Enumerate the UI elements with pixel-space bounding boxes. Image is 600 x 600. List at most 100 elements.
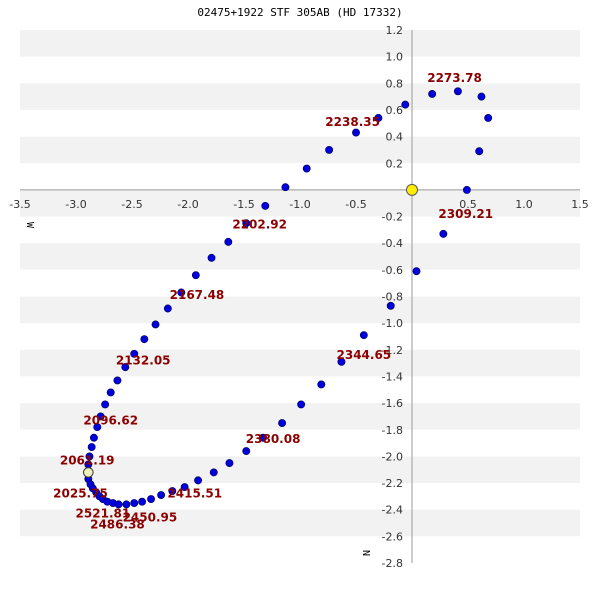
orbit-point xyxy=(209,468,218,477)
orbit-point xyxy=(194,476,203,485)
orbit-point xyxy=(261,201,270,210)
orbit-point xyxy=(475,147,484,156)
y-tick-label: 1.0 xyxy=(386,51,404,64)
orbit-point xyxy=(242,447,251,456)
orbit-points xyxy=(83,87,493,509)
grid-band xyxy=(20,376,580,404)
y-tick-label: 0.6 xyxy=(386,104,404,117)
orbit-point xyxy=(163,304,172,313)
orbit-point xyxy=(401,100,410,109)
y-tick-label: -0.4 xyxy=(382,237,403,250)
grid-band xyxy=(20,349,580,377)
grid-bands xyxy=(20,30,580,563)
orbit-point xyxy=(259,433,267,442)
epoch-label: 2238.35 xyxy=(325,115,380,129)
orbit-point xyxy=(89,433,98,442)
y-tick-label: 0.8 xyxy=(386,77,404,90)
y-tick-label: -2.2 xyxy=(382,477,403,490)
orbit-point xyxy=(462,185,471,194)
y-tick-labels: 1.2 1.0 0.8 0.6 0.4 0.2 -0.2 -0.4 -0.6 -0.8 -1.0 -1… xyxy=(382,24,403,570)
y-tick-label: -0.2 xyxy=(382,211,403,224)
grid-band xyxy=(20,83,580,110)
y-tick-label: -0.6 xyxy=(382,264,403,277)
orbit-point xyxy=(453,87,462,96)
x-tick-label: -0.5 xyxy=(345,198,366,211)
current-position-marker xyxy=(83,467,94,478)
orbit-point xyxy=(297,400,306,409)
grid-band xyxy=(20,456,580,484)
x-tick-label: -2.0 xyxy=(177,198,198,211)
grid-band xyxy=(20,163,580,190)
x-tick-label: -3.5 xyxy=(9,198,30,211)
grid-band xyxy=(20,30,580,57)
epoch-label: 2380.08 xyxy=(246,432,301,446)
x-tick-label: 0.5 xyxy=(459,198,477,211)
orbit-point xyxy=(130,499,139,507)
orbit-point xyxy=(87,443,96,452)
orbit-point xyxy=(122,500,131,509)
orbit-point xyxy=(147,495,155,503)
orbit-point xyxy=(352,128,360,137)
y-tick-label: -0.8 xyxy=(382,291,403,304)
y-tick-label: -1.0 xyxy=(382,317,403,330)
grid-band xyxy=(20,216,580,244)
orbit-point xyxy=(224,237,233,246)
orbit-point xyxy=(85,452,94,461)
orbit-point xyxy=(278,419,287,428)
orbit-point xyxy=(337,357,346,366)
x-axis-label: W xyxy=(24,222,35,229)
orbit-point xyxy=(151,320,160,329)
orbit-point xyxy=(101,400,110,409)
grid-band xyxy=(20,243,580,270)
y-tick-label: -1.2 xyxy=(382,344,403,357)
orbit-point xyxy=(412,267,421,276)
y-tick-label: 0.2 xyxy=(386,157,404,170)
orbit-point xyxy=(477,92,486,101)
epoch-label: 2096.62 xyxy=(83,413,138,427)
orbit-point xyxy=(317,380,326,389)
orbit-point xyxy=(325,145,334,154)
grid-band xyxy=(20,136,580,164)
orbit-point xyxy=(439,229,448,238)
orbit-point xyxy=(96,412,105,421)
grid-band xyxy=(20,269,580,297)
orbit-point xyxy=(281,183,290,192)
x-tick-label: 1.0 xyxy=(515,198,533,211)
y-tick-label: -2.0 xyxy=(382,450,403,463)
y-tick-label: -2.4 xyxy=(382,504,403,517)
epoch-label: 2450.95 xyxy=(123,511,178,525)
orbit-point xyxy=(242,219,251,228)
grid-band xyxy=(20,429,580,457)
y-axis-label: N xyxy=(360,550,371,556)
orbit-point xyxy=(359,331,368,340)
orbit-point xyxy=(93,423,102,432)
epoch-label: 2344.65 xyxy=(337,348,392,362)
epoch-label: 2273.78 xyxy=(427,71,482,85)
epoch-label: 2167.48 xyxy=(170,288,225,302)
epoch-annotations: 2273.78 2238.35 2309.21 2202.92 2167.48 2132.… xyxy=(53,71,493,531)
orbit-point xyxy=(484,113,493,122)
orbit-point xyxy=(114,500,123,509)
orbit-point xyxy=(168,487,177,495)
epoch-label: 2132.05 xyxy=(116,353,171,367)
y-tick-label: -2.8 xyxy=(382,557,403,570)
orbit-point xyxy=(225,459,234,468)
epoch-label: 2486.38 xyxy=(90,517,145,531)
y-tick-label: -2.6 xyxy=(382,530,403,543)
orbit-point xyxy=(386,301,395,310)
x-tick-label: -2.5 xyxy=(121,198,142,211)
y-tick-label: -1.8 xyxy=(382,424,403,437)
axes xyxy=(20,30,580,563)
orbit-point xyxy=(138,497,147,506)
orbit-point xyxy=(428,90,437,98)
grid-band xyxy=(20,109,580,137)
y-tick-label: 0.4 xyxy=(386,131,404,144)
epoch-label: 2415.51 xyxy=(167,487,222,501)
grid-band xyxy=(20,536,580,563)
x-tick-label: -1.0 xyxy=(289,198,310,211)
orbit-point xyxy=(140,335,149,344)
x-tick-labels: -3.5 -3.0 -2.5 -2.0 -1.5 -1.0 -0.5 0.5 1.0 1.5 xyxy=(9,198,588,211)
orbit-point xyxy=(130,349,139,358)
grid-band xyxy=(20,296,580,324)
